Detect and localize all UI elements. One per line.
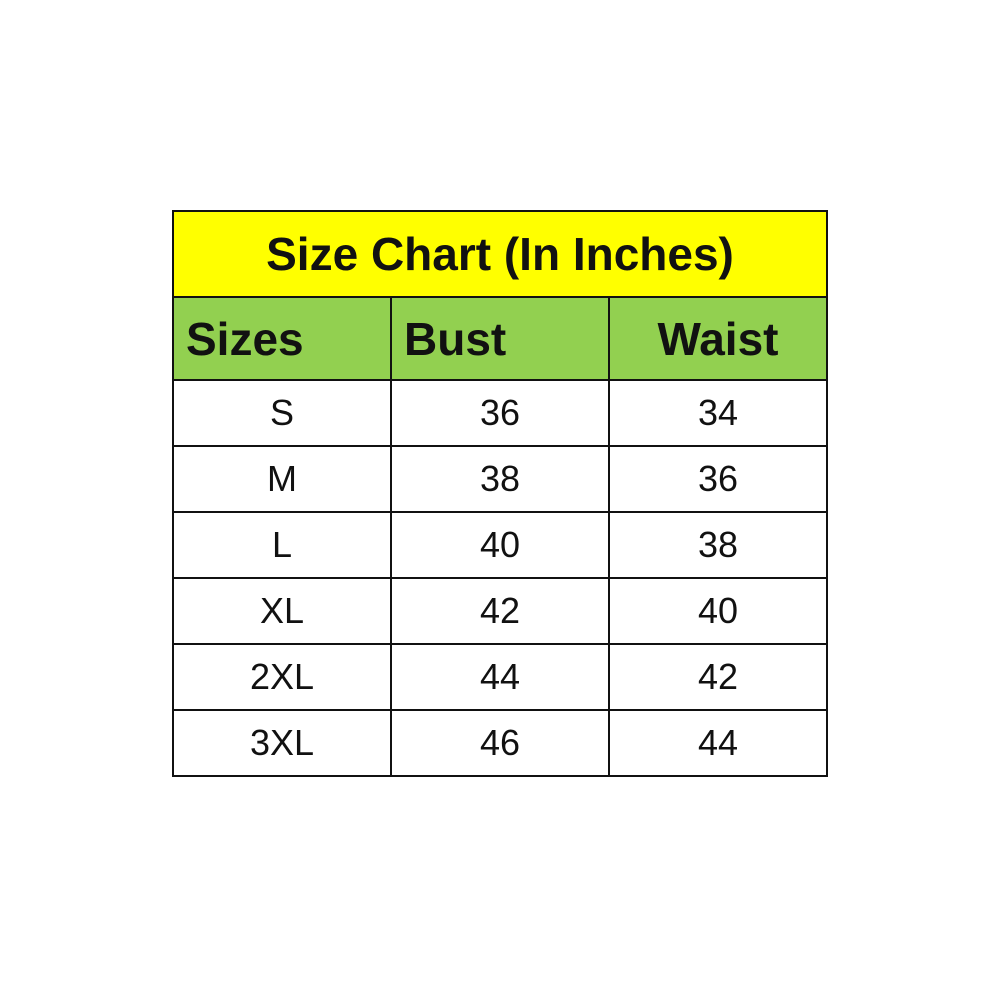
size-cell: S xyxy=(172,379,392,447)
size-chart-table: Size Chart (In Inches) Sizes Bust Waist … xyxy=(172,210,828,777)
header-sizes: Sizes xyxy=(172,296,392,381)
title-row: Size Chart (In Inches) xyxy=(172,210,828,298)
waist-cell: 42 xyxy=(608,643,828,711)
size-cell: L xyxy=(172,511,392,579)
waist-cell: 40 xyxy=(608,577,828,645)
table-title: Size Chart (In Inches) xyxy=(172,210,828,298)
header-waist: Waist xyxy=(608,296,828,381)
size-cell: XL xyxy=(172,577,392,645)
bust-cell: 44 xyxy=(390,643,610,711)
waist-cell: 36 xyxy=(608,445,828,513)
header-row: Sizes Bust Waist xyxy=(172,296,828,381)
size-cell: 2XL xyxy=(172,643,392,711)
waist-cell: 44 xyxy=(608,709,828,777)
waist-cell: 38 xyxy=(608,511,828,579)
header-bust: Bust xyxy=(390,296,610,381)
bust-cell: 38 xyxy=(390,445,610,513)
table-row: 3XL 46 44 xyxy=(172,709,828,777)
size-cell: 3XL xyxy=(172,709,392,777)
table-row: XL 42 40 xyxy=(172,577,828,645)
table-row: 2XL 44 42 xyxy=(172,643,828,711)
table-row: S 36 34 xyxy=(172,379,828,447)
table-row: L 40 38 xyxy=(172,511,828,579)
bust-cell: 40 xyxy=(390,511,610,579)
bust-cell: 46 xyxy=(390,709,610,777)
size-cell: M xyxy=(172,445,392,513)
waist-cell: 34 xyxy=(608,379,828,447)
bust-cell: 42 xyxy=(390,577,610,645)
table-row: M 38 36 xyxy=(172,445,828,513)
bust-cell: 36 xyxy=(390,379,610,447)
